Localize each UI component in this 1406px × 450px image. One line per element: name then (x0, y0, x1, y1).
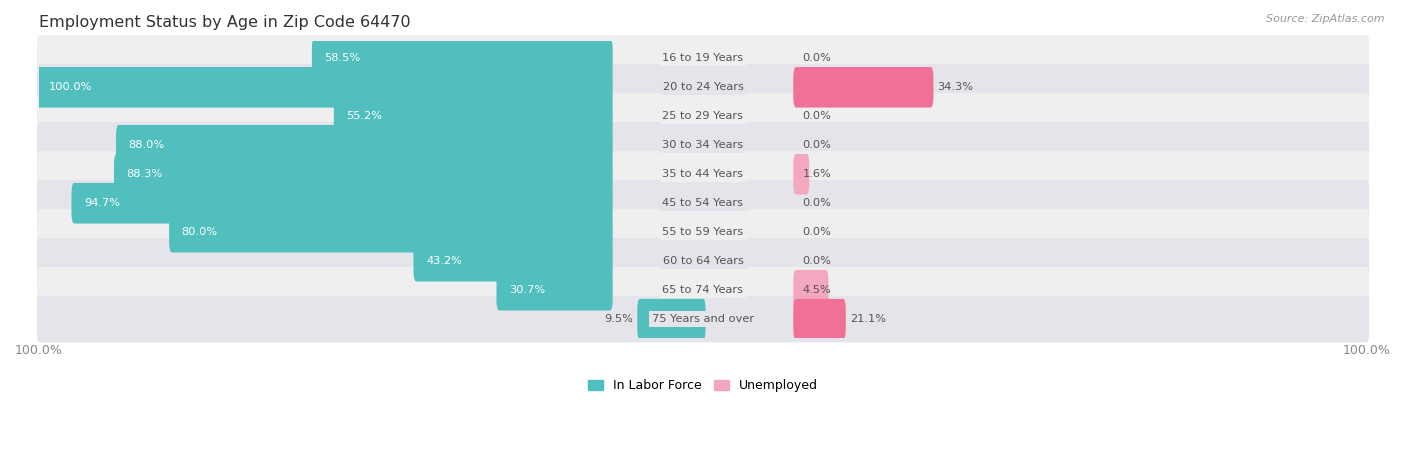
Text: 60 to 64 Years: 60 to 64 Years (662, 256, 744, 266)
Text: Source: ZipAtlas.com: Source: ZipAtlas.com (1267, 14, 1385, 23)
FancyBboxPatch shape (793, 270, 828, 310)
Text: 94.7%: 94.7% (84, 198, 120, 208)
FancyBboxPatch shape (413, 241, 613, 282)
FancyBboxPatch shape (37, 180, 1369, 226)
Text: 58.5%: 58.5% (325, 53, 360, 63)
Text: 34.3%: 34.3% (938, 82, 973, 92)
Text: 80.0%: 80.0% (181, 227, 218, 237)
Text: 0.0%: 0.0% (803, 53, 831, 63)
Text: 20 to 24 Years: 20 to 24 Years (662, 82, 744, 92)
Text: 16 to 19 Years: 16 to 19 Years (662, 53, 744, 63)
FancyBboxPatch shape (169, 212, 613, 252)
Text: 21.1%: 21.1% (849, 314, 886, 324)
FancyBboxPatch shape (37, 64, 1369, 110)
FancyBboxPatch shape (333, 96, 613, 136)
FancyBboxPatch shape (37, 35, 1369, 81)
Text: 88.3%: 88.3% (127, 169, 163, 179)
Text: 0.0%: 0.0% (803, 140, 831, 150)
FancyBboxPatch shape (115, 125, 613, 166)
FancyBboxPatch shape (72, 183, 613, 224)
Text: 43.2%: 43.2% (426, 256, 463, 266)
Text: 9.5%: 9.5% (605, 314, 633, 324)
Legend: In Labor Force, Unemployed: In Labor Force, Unemployed (583, 374, 823, 397)
FancyBboxPatch shape (793, 67, 934, 108)
FancyBboxPatch shape (637, 299, 706, 339)
Text: 45 to 54 Years: 45 to 54 Years (662, 198, 744, 208)
Text: 30 to 34 Years: 30 to 34 Years (662, 140, 744, 150)
Text: 1.6%: 1.6% (803, 169, 831, 179)
FancyBboxPatch shape (793, 154, 810, 194)
Text: 30.7%: 30.7% (509, 285, 546, 295)
Text: 0.0%: 0.0% (803, 227, 831, 237)
FancyBboxPatch shape (37, 267, 1369, 313)
FancyBboxPatch shape (37, 67, 613, 108)
FancyBboxPatch shape (496, 270, 613, 310)
Text: 0.0%: 0.0% (803, 256, 831, 266)
FancyBboxPatch shape (312, 38, 613, 79)
FancyBboxPatch shape (114, 154, 613, 194)
Text: 88.0%: 88.0% (128, 140, 165, 150)
Text: 55.2%: 55.2% (346, 111, 382, 121)
Text: 25 to 29 Years: 25 to 29 Years (662, 111, 744, 121)
Text: 65 to 74 Years: 65 to 74 Years (662, 285, 744, 295)
Text: Employment Status by Age in Zip Code 64470: Employment Status by Age in Zip Code 644… (39, 15, 411, 30)
FancyBboxPatch shape (793, 299, 846, 339)
FancyBboxPatch shape (37, 122, 1369, 168)
Text: 35 to 44 Years: 35 to 44 Years (662, 169, 744, 179)
FancyBboxPatch shape (37, 296, 1369, 342)
FancyBboxPatch shape (37, 209, 1369, 256)
FancyBboxPatch shape (37, 238, 1369, 284)
Text: 0.0%: 0.0% (803, 111, 831, 121)
FancyBboxPatch shape (37, 151, 1369, 198)
Text: 100.0%: 100.0% (49, 82, 93, 92)
Text: 55 to 59 Years: 55 to 59 Years (662, 227, 744, 237)
Text: 75 Years and over: 75 Years and over (652, 314, 754, 324)
Text: 4.5%: 4.5% (803, 285, 831, 295)
Text: 0.0%: 0.0% (803, 198, 831, 208)
FancyBboxPatch shape (37, 93, 1369, 140)
